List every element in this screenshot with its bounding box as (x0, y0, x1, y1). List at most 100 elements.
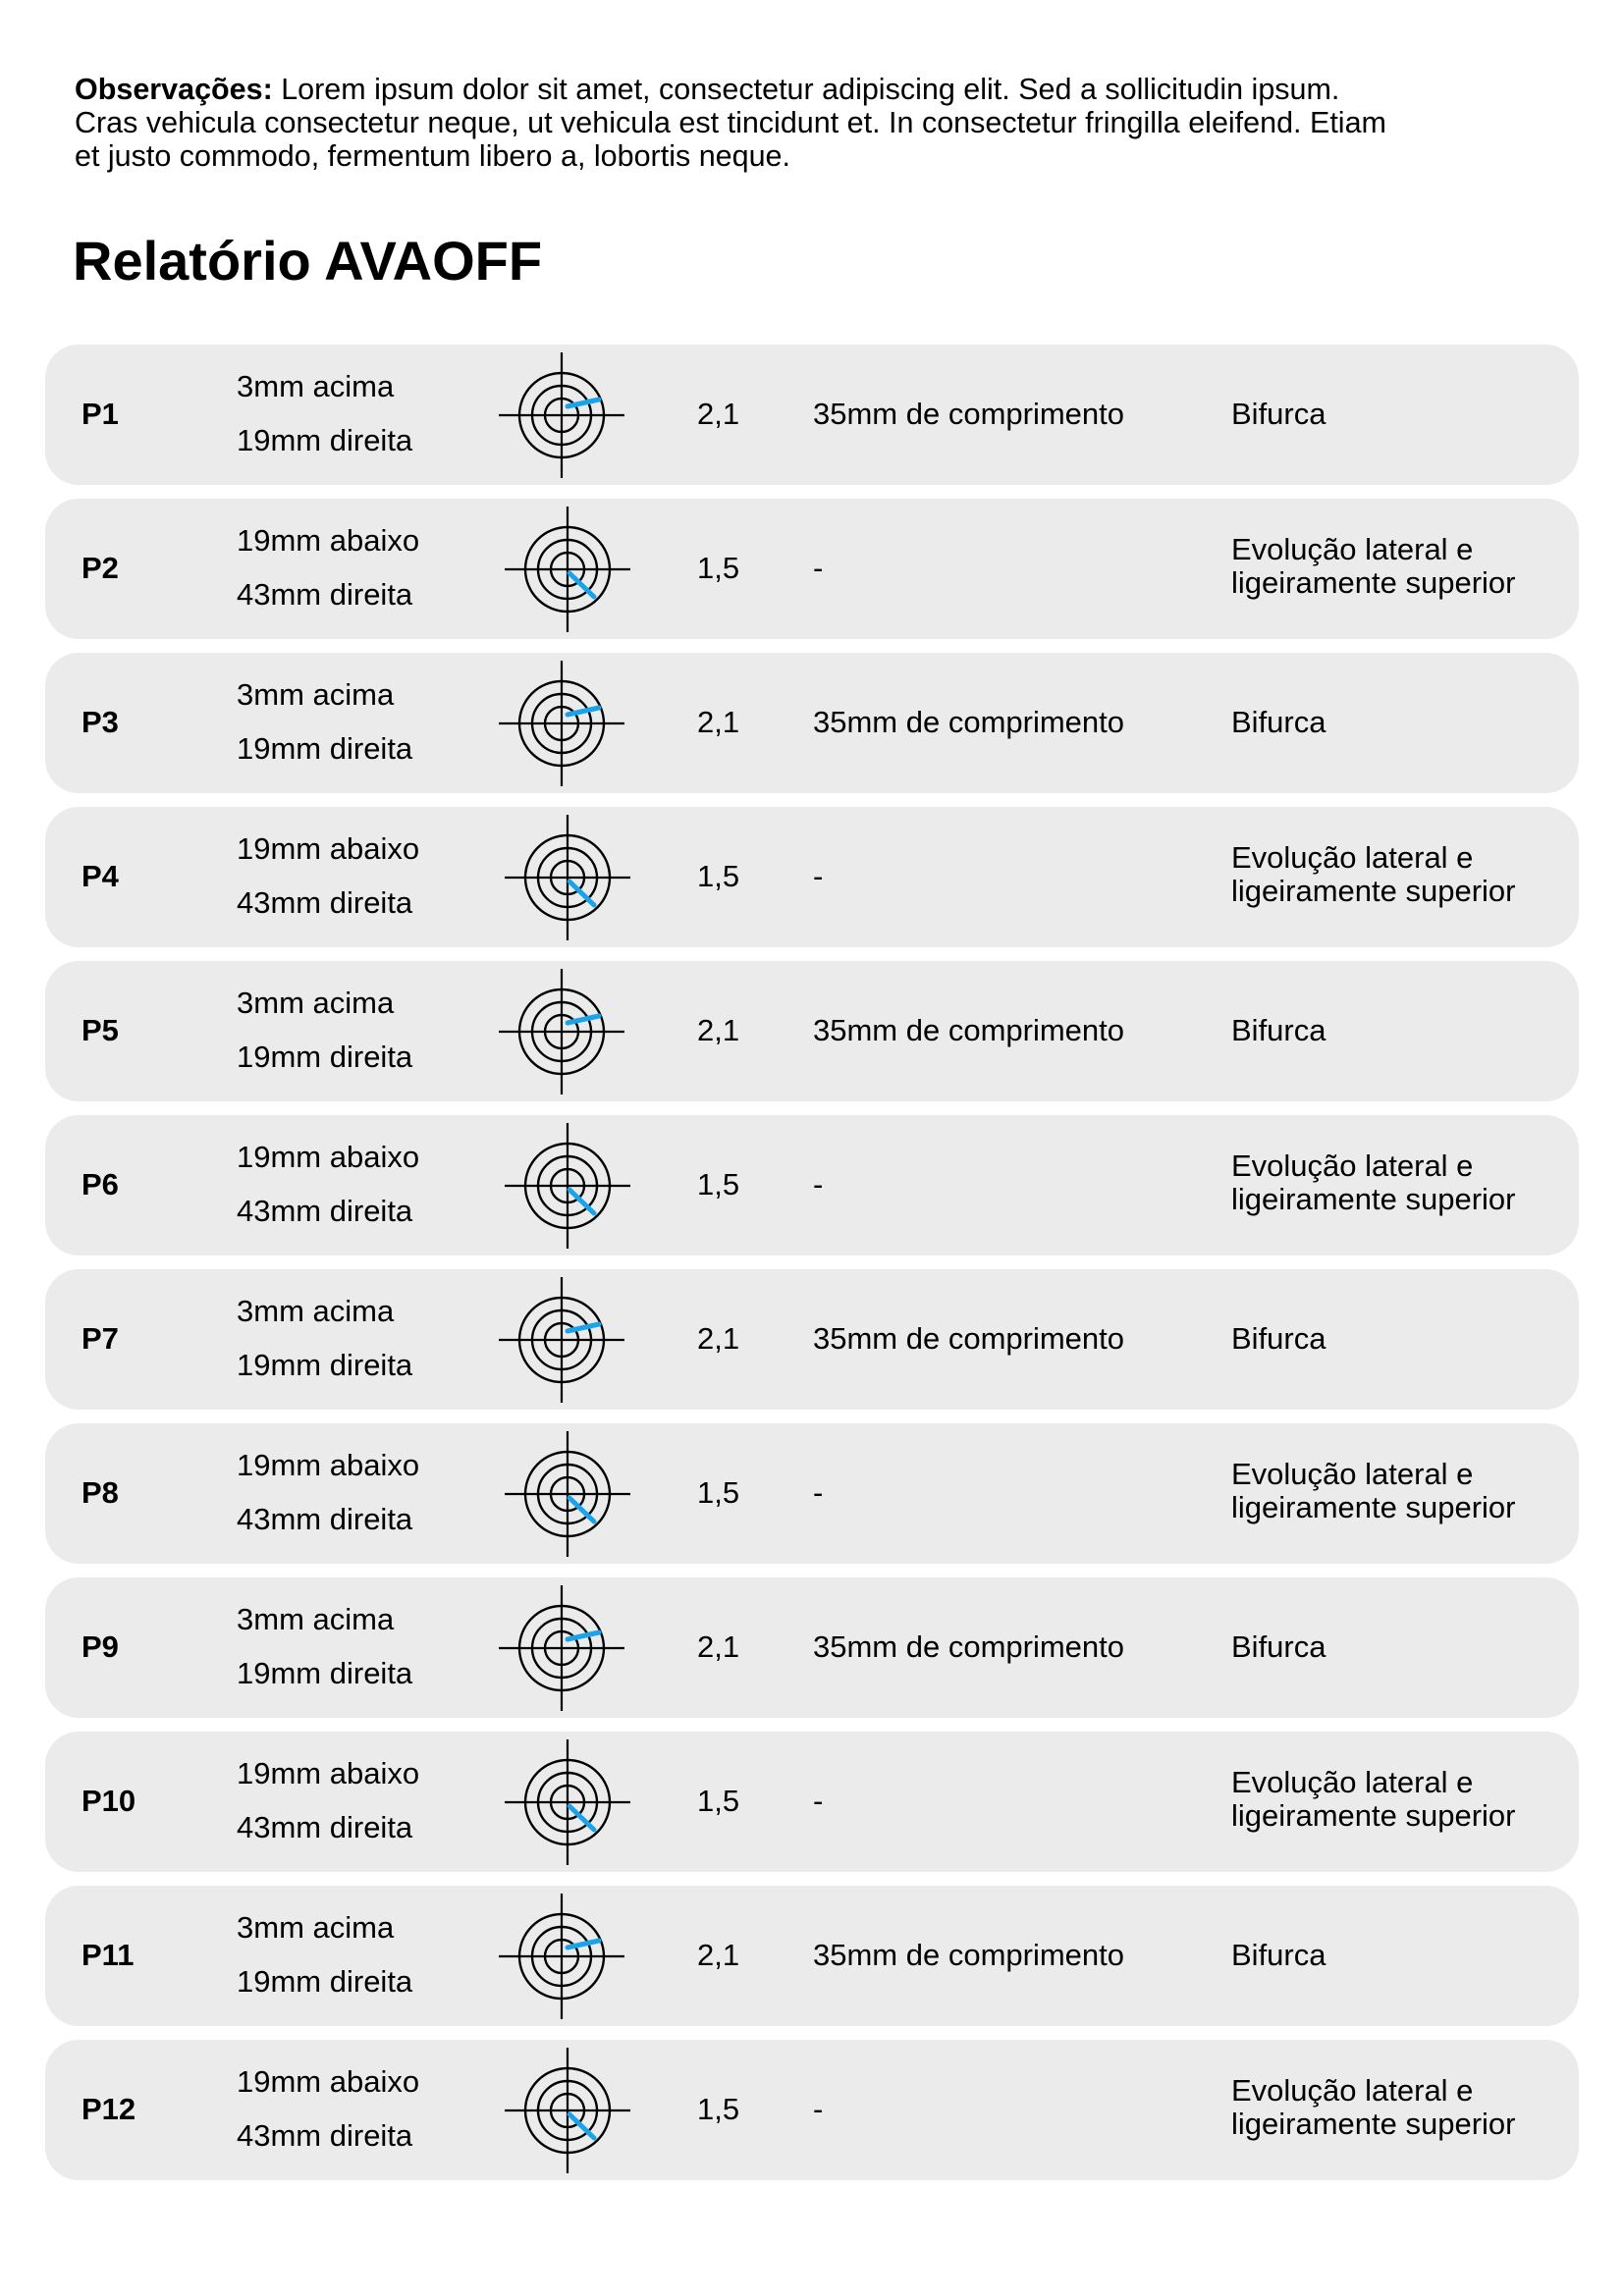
evolution-note-line: Bifurca (1231, 705, 1326, 739)
evolution-note: Bifurca (1231, 1014, 1326, 1047)
evolution-note-line: Evolução lateral e (1231, 1765, 1474, 1799)
vertical-offset: 19mm abaixo (237, 1756, 420, 1790)
evolution-note: Bifurca (1231, 398, 1326, 431)
evolution-note-line: ligeiramente superior (1231, 2107, 1516, 2141)
displacement-marker (565, 1938, 602, 1950)
displacement-marker (567, 879, 597, 908)
measure-value: 1,5 (697, 859, 740, 893)
point-id: P10 (81, 1784, 136, 1818)
evolution-note-line: ligeiramente superior (1231, 565, 1516, 600)
length-description: 35mm de comprimento (813, 1013, 1125, 1047)
measure-value: 2,1 (697, 1629, 740, 1664)
measure-value: 1,5 (697, 1167, 740, 1201)
measure-value: 2,1 (697, 397, 740, 431)
crosshair-target-icon (505, 507, 630, 632)
length-description: - (813, 1475, 824, 1510)
evolution-note-line: Evolução lateral e (1231, 532, 1474, 566)
evolution-note-line: Bifurca (1231, 1629, 1326, 1664)
displacement-marker (567, 2111, 597, 2141)
point-id: P5 (81, 1013, 119, 1047)
report-rows: P1 3mm acima 19mm direita 2,1 35mm de compri… (45, 345, 1579, 2194)
vertical-offset: 3mm acima (237, 1294, 395, 1328)
evolution-note-line: Evolução lateral e (1231, 1457, 1474, 1491)
length-description: 35mm de comprimento (813, 397, 1125, 431)
displacement-marker (567, 570, 597, 600)
measure-value: 2,1 (697, 1321, 740, 1356)
point-id: P4 (81, 859, 119, 893)
horizontal-offset: 43mm direita (237, 2118, 413, 2153)
displacement-marker (565, 1321, 602, 1334)
length-description: - (813, 551, 824, 585)
length-description: 35mm de comprimento (813, 1938, 1125, 1972)
report-row: P1 3mm acima 19mm direita 2,1 35mm de compri… (45, 345, 1579, 485)
point-id: P8 (81, 1475, 119, 1510)
horizontal-offset: 43mm direita (237, 577, 413, 612)
point-id: P11 (81, 1938, 135, 1972)
vertical-offset: 19mm abaixo (237, 831, 420, 866)
measure-value: 1,5 (697, 551, 740, 585)
observations-line: Cras vehicula consectetur neque, ut vehi… (75, 106, 1386, 139)
measure-value: 2,1 (697, 1013, 740, 1047)
horizontal-offset: 19mm direita (237, 423, 413, 457)
evolution-note: Bifurca (1231, 1322, 1326, 1356)
measure-value: 2,1 (697, 705, 740, 739)
horizontal-offset: 43mm direita (237, 1810, 413, 1844)
displacement-marker (565, 705, 602, 718)
observations-line: et justo commodo, fermentum libero a, lo… (75, 139, 790, 173)
length-description: 35mm de comprimento (813, 705, 1125, 739)
report-row: P2 19mm abaixo 43mm direita 1,5 - Evolução la… (45, 499, 1579, 639)
length-description: 35mm de comprimento (813, 1629, 1125, 1664)
measure-value: 1,5 (697, 2092, 740, 2126)
vertical-offset: 3mm acima (237, 1910, 395, 1945)
vertical-offset: 3mm acima (237, 986, 395, 1020)
length-description: - (813, 1784, 824, 1818)
length-description: - (813, 859, 824, 893)
report-row: P8 19mm abaixo 43mm direita 1,5 - Evolução la… (45, 1423, 1579, 1564)
vertical-offset: 19mm abaixo (237, 1140, 420, 1174)
length-description: 35mm de comprimento (813, 1321, 1125, 1356)
evolution-note: Evolução lateral e ligeiramente superior (1231, 1458, 1515, 1524)
horizontal-offset: 19mm direita (237, 1656, 413, 1690)
report-row: P6 19mm abaixo 43mm direita 1,5 - Evolução la… (45, 1115, 1579, 1255)
report-row: P12 19mm abaixo 43mm direita 1,5 - Evolução l… (45, 2040, 1579, 2180)
displacement-marker (567, 1495, 597, 1524)
measure-value: 2,1 (697, 1938, 740, 1972)
point-id: P9 (81, 1629, 119, 1664)
evolution-note-line: ligeiramente superior (1231, 1182, 1516, 1216)
evolution-note: Evolução lateral e ligeiramente superior (1231, 533, 1515, 600)
point-id: P6 (81, 1167, 119, 1201)
length-description: - (813, 2092, 824, 2126)
evolution-note-line: Bifurca (1231, 397, 1326, 431)
evolution-note: Bifurca (1231, 706, 1326, 739)
evolution-note: Evolução lateral e ligeiramente superior (1231, 841, 1515, 908)
crosshair-target-icon (499, 1894, 624, 2019)
report-title: Relatório AVAOFF (73, 230, 543, 292)
vertical-offset: 3mm acima (237, 677, 395, 712)
horizontal-offset: 19mm direita (237, 1348, 413, 1382)
evolution-note: Evolução lateral e ligeiramente superior (1231, 2074, 1515, 2141)
crosshair-target-icon (505, 1123, 630, 1249)
evolution-note: Evolução lateral e ligeiramente superior (1231, 1766, 1515, 1833)
horizontal-offset: 19mm direita (237, 1040, 413, 1074)
displacement-marker (565, 397, 602, 409)
evolution-note-line: Evolução lateral e (1231, 2073, 1474, 2108)
measure-value: 1,5 (697, 1784, 740, 1818)
evolution-note-line: Evolução lateral e (1231, 840, 1474, 875)
report-row: P9 3mm acima 19mm direita 2,1 35mm de compri… (45, 1577, 1579, 1718)
horizontal-offset: 43mm direita (237, 1194, 413, 1228)
point-id: P1 (81, 397, 119, 431)
horizontal-offset: 19mm direita (237, 731, 413, 766)
crosshair-target-icon (499, 1585, 624, 1711)
horizontal-offset: 19mm direita (237, 1964, 413, 1999)
displacement-marker (565, 1629, 602, 1642)
displacement-marker (565, 1013, 602, 1026)
crosshair-target-icon (505, 815, 630, 940)
point-id: P2 (81, 551, 119, 585)
point-id: P7 (81, 1321, 119, 1356)
report-row: P7 3mm acima 19mm direita 2,1 35mm de compri… (45, 1269, 1579, 1410)
evolution-note-line: ligeiramente superior (1231, 1490, 1516, 1524)
crosshair-target-icon (499, 661, 624, 786)
evolution-note: Evolução lateral e ligeiramente superior (1231, 1149, 1515, 1216)
length-description: - (813, 1167, 824, 1201)
